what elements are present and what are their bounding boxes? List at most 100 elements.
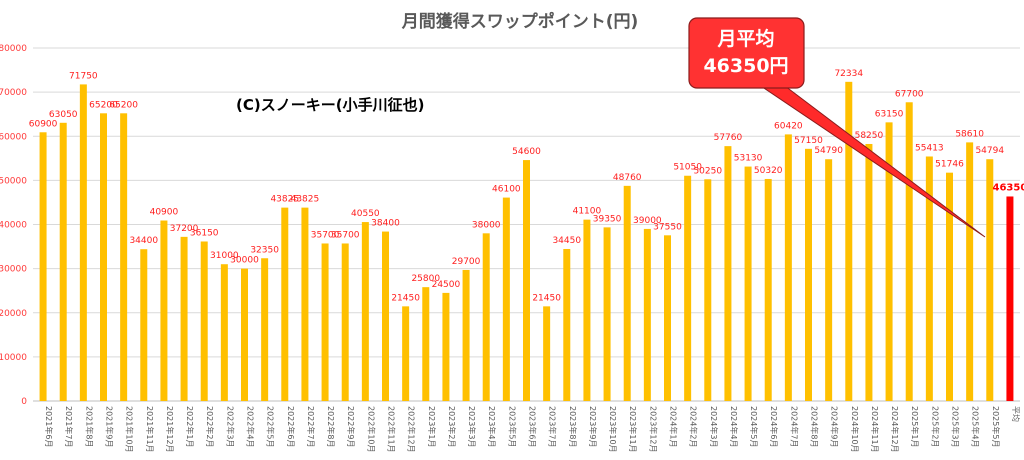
x-tick-label: 2022年5月	[266, 406, 276, 447]
bar	[764, 178, 772, 401]
bar	[200, 241, 208, 401]
bar	[422, 287, 430, 401]
bar	[825, 159, 833, 401]
x-tick-label: 2022年6月	[286, 406, 296, 447]
data-label: 51746	[935, 160, 964, 170]
bar	[502, 197, 510, 401]
x-tick-label: 2024年10月	[850, 406, 860, 453]
data-label: 21450	[532, 293, 561, 303]
data-label: 63050	[49, 110, 78, 120]
x-tick-label: 2022年2月	[205, 406, 215, 447]
x-tick-label: 2023年8月	[568, 406, 578, 447]
callout-box	[688, 17, 805, 89]
x-tick-label: 2021年11月	[145, 406, 155, 453]
bar	[523, 160, 530, 401]
bar	[261, 258, 269, 401]
data-label: 41100	[573, 207, 602, 217]
data-label: 25800	[411, 274, 440, 284]
data-label: 43825	[270, 195, 299, 205]
x-tick-label: 2025年1月	[910, 406, 920, 447]
x-tick-label: 2024年6月	[769, 406, 779, 447]
bar	[865, 143, 873, 402]
bar	[885, 122, 893, 402]
data-label: 48760	[613, 173, 642, 183]
data-label: 58610	[955, 129, 984, 139]
bar	[543, 306, 551, 401]
bar	[160, 220, 168, 401]
bar	[39, 132, 47, 401]
data-label: 32350	[250, 245, 279, 255]
x-tick-label: 2022年1月	[185, 406, 195, 447]
average-callout: 月平均 46350円	[688, 17, 986, 238]
bar	[845, 81, 853, 401]
data-label: 40900	[150, 208, 179, 218]
data-label: 34450	[552, 236, 581, 246]
bar	[402, 306, 410, 401]
x-tick-label: 2025年2月	[930, 406, 940, 447]
bar	[241, 268, 248, 401]
x-tick-label: 2023年12月	[648, 406, 658, 453]
x-tick-label: 2021年6月	[44, 406, 54, 447]
data-label: 71750	[69, 71, 98, 81]
bar	[623, 185, 631, 401]
x-tick-label: 2025年3月	[951, 406, 961, 447]
x-tick-label: 2023年11月	[628, 406, 638, 453]
callout-title: 月平均	[716, 27, 774, 50]
x-tick-label: 2023年5月	[507, 406, 517, 447]
bar	[724, 146, 732, 401]
data-label: 37200	[170, 224, 199, 234]
data-label: 60420	[774, 121, 803, 131]
x-tick-label: 平均	[1011, 406, 1021, 422]
bar	[784, 134, 792, 402]
data-label: 38000	[472, 220, 501, 230]
y-tick-label: 10000	[0, 353, 27, 363]
average-bar	[1006, 196, 1014, 401]
y-tick-label: 50000	[0, 176, 27, 186]
bars	[39, 81, 1014, 402]
data-label: 57150	[794, 136, 823, 146]
bar	[382, 231, 389, 401]
average-data-label: 46350	[993, 182, 1024, 193]
bar	[79, 84, 87, 401]
x-tick-label: 2023年7月	[548, 406, 558, 447]
bar	[946, 172, 953, 401]
data-label: 54790	[814, 146, 843, 156]
bar	[925, 156, 933, 401]
data-label: 65200	[89, 100, 118, 110]
data-label: 31000	[210, 251, 239, 261]
x-tick-label: 2023年10月	[608, 406, 618, 453]
chart-title: 月間獲得スワップポイント(円)	[401, 11, 639, 32]
bar	[643, 228, 651, 401]
bar	[462, 269, 470, 401]
y-tick-label: 60000	[0, 132, 27, 142]
bar	[301, 207, 309, 401]
y-tick-label: 40000	[0, 221, 27, 231]
x-tick-label: 2022年7月	[306, 406, 316, 447]
data-label: 43825	[291, 195, 320, 205]
y-tick-label: 20000	[0, 309, 27, 319]
data-label: 72334	[834, 69, 863, 79]
bar	[120, 113, 128, 402]
y-tick-label: 80000	[0, 44, 27, 54]
x-tick-label: 2023年2月	[447, 406, 457, 447]
bar	[905, 102, 913, 402]
x-tick-label: 2024年4月	[729, 406, 739, 447]
data-label: 53130	[734, 154, 763, 164]
data-label: 54794	[975, 146, 1004, 156]
x-tick-label: 2025年4月	[971, 406, 981, 447]
data-label: 40550	[351, 209, 380, 219]
data-label: 51050	[673, 163, 702, 173]
data-label: 65200	[109, 100, 138, 110]
x-tick-label: 2021年7月	[64, 406, 74, 447]
bar	[603, 227, 611, 401]
x-tick-label: 2022年10月	[366, 406, 376, 453]
data-label: 39000	[633, 216, 662, 226]
data-label: 67700	[895, 89, 924, 99]
data-label: 34400	[129, 236, 158, 246]
data-label: 54600	[512, 147, 541, 157]
data-label: 57760	[714, 133, 743, 143]
bar	[220, 264, 228, 401]
data-label: 60900	[29, 119, 58, 129]
